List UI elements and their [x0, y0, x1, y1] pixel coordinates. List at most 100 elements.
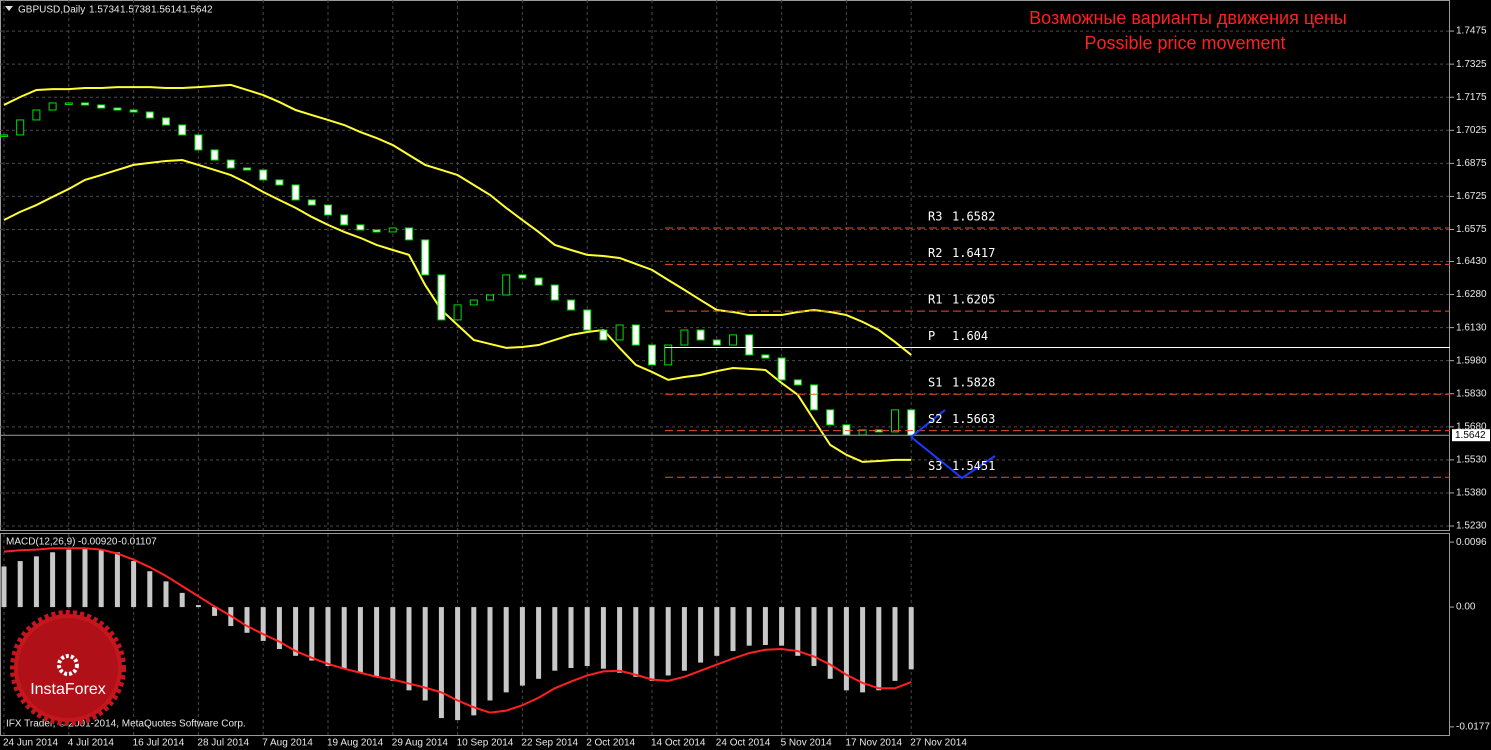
candle — [97, 104, 106, 109]
macd-bar — [390, 607, 396, 681]
macd-bar — [50, 552, 56, 608]
macd-bar — [260, 607, 266, 641]
grid — [0, 0, 1450, 735]
candle — [696, 329, 705, 341]
candle — [48, 102, 57, 111]
x-tick-label: 7 Aug 2014 — [262, 738, 313, 749]
pivot-name: S2 — [928, 412, 942, 426]
x-tick-label: 5 Nov 2014 — [781, 738, 833, 749]
y-tick-label: 1.5230 — [1456, 521, 1487, 532]
candle — [259, 169, 268, 181]
ohlc-open: 1.5734 — [89, 5, 120, 16]
candle — [712, 339, 721, 346]
macd-bar — [293, 607, 299, 656]
macd-bar — [471, 607, 477, 716]
candle — [518, 274, 527, 279]
macd-bar — [681, 607, 687, 671]
candle — [842, 424, 851, 436]
y-tick-label: 1.6280 — [1456, 289, 1487, 300]
macd-bar — [552, 607, 558, 671]
annotation-en: Possible price movement — [1084, 33, 1285, 53]
x-tick-label: 29 Aug 2014 — [392, 738, 449, 749]
current-price-label: 1.5642 — [1455, 430, 1486, 441]
macd-bar — [455, 607, 461, 721]
candle — [469, 299, 478, 306]
macd-bar — [212, 607, 218, 616]
macd-y-tick-label: 0.00 — [1456, 602, 1476, 613]
y-tick-label: 1.6430 — [1456, 256, 1487, 267]
candle — [826, 409, 835, 426]
macd-bar — [131, 561, 137, 608]
macd-bar — [309, 607, 315, 661]
candle — [599, 329, 608, 341]
footer: IFX Trader, © 2001-2014, MetaQuotes Soft… — [6, 719, 246, 730]
candle — [226, 159, 235, 169]
candle — [534, 277, 543, 286]
pivot-value: 1.5828 — [952, 376, 995, 390]
logo-text: InstaForex — [30, 681, 106, 698]
candle — [178, 124, 187, 136]
candle — [567, 299, 575, 311]
macd-bar — [827, 607, 833, 679]
macd-main-reading: -0.00920 — [78, 537, 118, 548]
macd-bar — [66, 549, 72, 608]
pivot-name: R3 — [928, 209, 942, 223]
macd-bar — [244, 607, 250, 633]
macd-bar — [860, 607, 866, 693]
macd-bar — [325, 607, 331, 666]
y-tick-label: 1.6875 — [1456, 158, 1487, 169]
candle — [16, 119, 25, 136]
macd-bar — [147, 571, 153, 608]
pivot-value: 1.5451 — [952, 459, 995, 473]
candle — [405, 227, 413, 241]
macd-bar — [665, 607, 671, 676]
candle — [372, 229, 381, 233]
macd-bar — [438, 607, 444, 719]
candle — [81, 102, 89, 106]
macd-bar — [584, 607, 590, 666]
macd-bar — [795, 607, 801, 656]
x-tick-label: 19 Aug 2014 — [327, 738, 384, 749]
macd-signal-reading: -0.01107 — [118, 537, 157, 548]
signal-line — [3, 547, 912, 714]
macd-bar — [568, 607, 574, 668]
candle — [793, 379, 802, 386]
macd-bar — [487, 607, 493, 701]
macd-bar — [617, 607, 623, 673]
macd-bar — [908, 607, 914, 670]
x-tick-label: 28 Jul 2014 — [197, 738, 249, 749]
candle — [421, 239, 430, 276]
pivot-name: R2 — [928, 246, 942, 260]
macd-bar — [876, 607, 882, 691]
pivot-name: S3 — [928, 459, 942, 473]
candle — [324, 204, 332, 216]
candle — [0, 134, 8, 137]
macd-bar — [33, 556, 39, 608]
candle — [615, 324, 624, 341]
candle — [664, 344, 673, 366]
candle — [453, 304, 462, 321]
y-tick-label: 1.5530 — [1456, 455, 1487, 466]
macd-bar — [114, 552, 120, 608]
x-tick-label: 2 Oct 2014 — [586, 738, 635, 749]
macd-bar — [519, 607, 525, 686]
marks — [0, 83, 1450, 721]
candle — [761, 354, 770, 359]
macd-bar — [374, 607, 380, 677]
y-tick-label: 1.7475 — [1456, 26, 1487, 37]
candle — [810, 384, 818, 411]
y-tick-label: 1.5830 — [1456, 388, 1487, 399]
candle — [648, 344, 656, 366]
pivot-value: 1.5663 — [952, 412, 995, 426]
candle — [745, 334, 754, 356]
x-tick-label: 27 Nov 2014 — [910, 738, 967, 749]
macd-bar — [406, 607, 412, 691]
y-tick-label: 1.7175 — [1456, 92, 1487, 103]
candle — [243, 167, 251, 171]
x-tick-label: 16 Jul 2014 — [133, 738, 185, 749]
macd-title: MACD(12,26,9) — [6, 537, 75, 548]
candle — [129, 109, 138, 113]
macd-bar — [633, 607, 639, 677]
upper-band-line — [3, 83, 912, 356]
x-tick-label: 22 Sep 2014 — [521, 738, 578, 749]
